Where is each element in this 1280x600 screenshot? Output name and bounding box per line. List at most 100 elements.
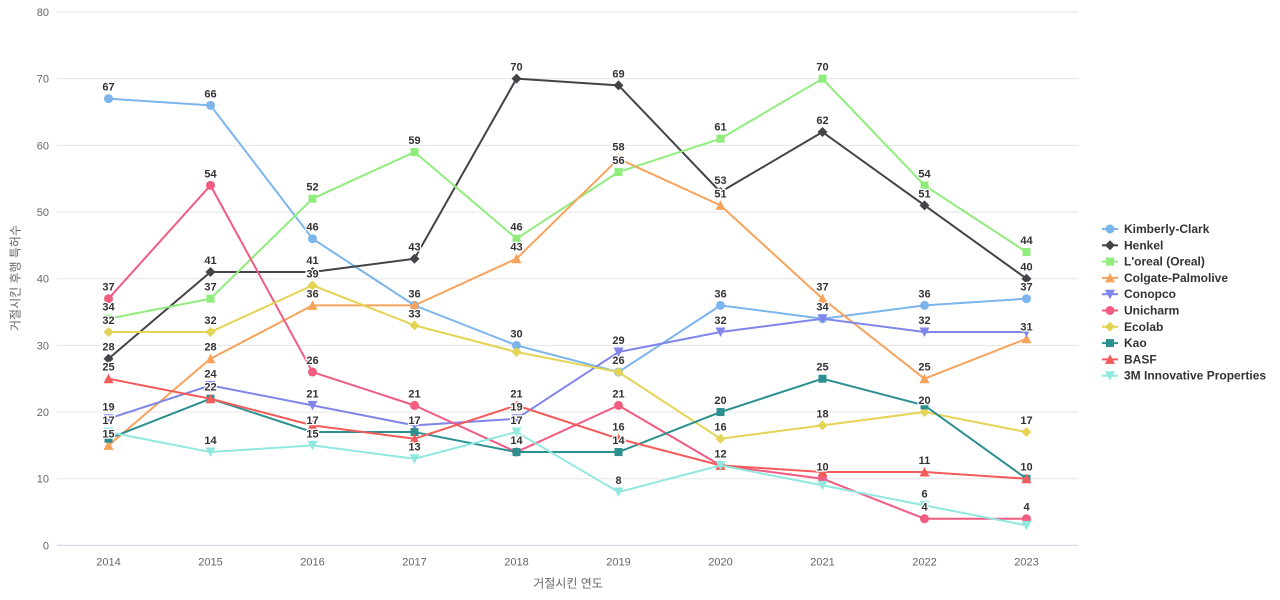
legend-item-kao[interactable]: Kao [1102,336,1147,350]
data-point-kimberly-clark-2016[interactable] [308,234,317,244]
data-point-l-oreal-oreal-2019[interactable] [614,168,623,177]
legend-item-kimberly-clark[interactable]: Kimberly-Clark [1102,222,1210,236]
data-point-conopco-2021[interactable] [817,314,828,324]
legend-item-3m-innovative-properties[interactable]: 3M Innovative Properties [1102,369,1266,383]
data-point-conopco-2023[interactable] [1021,327,1032,338]
data-point-unicharm-2015[interactable] [206,180,215,190]
data-point-unicharm-2019[interactable] [614,400,623,410]
data-point-3m-innovative-properties-2016[interactable] [307,440,318,451]
data-point-ecolab-2017[interactable] [409,320,420,331]
data-point-l-oreal-oreal-2017[interactable] [410,148,419,157]
data-point-colgate-palmolive-2017[interactable] [409,300,420,310]
data-point-henkel-2018[interactable] [511,73,522,84]
data-point-colgate-palmolive-2020[interactable] [715,200,726,210]
data-point-kimberly-clark-2018[interactable] [512,340,521,350]
data-point-colgate-palmolive-2015[interactable] [205,353,216,364]
data-point-basf-2016[interactable] [307,420,318,430]
data-point-henkel-2021[interactable] [817,127,828,138]
data-point-basf-2021[interactable] [817,467,828,477]
data-point-unicharm-2017[interactable] [410,400,419,410]
data-point-conopco-2020[interactable] [715,327,726,338]
data-point-l-oreal-oreal-2021[interactable] [818,74,827,83]
data-point-kao-2017[interactable] [410,428,419,437]
data-point-kimberly-clark-2020[interactable] [716,300,725,310]
data-point-henkel-2017[interactable] [409,253,420,264]
data-point-colgate-palmolive-2018[interactable] [511,253,522,264]
data-point-kimberly-clark-2022[interactable] [920,300,929,310]
data-point-basf-2023[interactable] [1021,473,1032,484]
data-point-3m-innovative-properties-2022[interactable] [919,500,930,511]
data-point-colgate-palmolive-2016[interactable] [307,300,318,310]
data-point-conopco-2015[interactable] [205,380,216,391]
data-point-basf-2017[interactable] [409,433,420,444]
data-point-kao-2019[interactable] [614,448,623,457]
data-point-unicharm-2014[interactable] [104,294,113,304]
data-point-ecolab-2016[interactable] [307,280,318,291]
data-point-3m-innovative-properties-2019[interactable] [613,487,624,498]
data-point-basf-2019[interactable] [613,433,624,444]
data-point-l-oreal-oreal-2016[interactable] [308,194,317,203]
data-point-ecolab-2023[interactable] [1021,427,1032,438]
data-point-ecolab-2020[interactable] [715,433,726,444]
data-point-henkel-2020[interactable] [715,187,726,198]
legend-item-henkel[interactable]: Henkel [1102,238,1163,252]
data-point-kao-2020[interactable] [716,408,725,417]
data-point-3m-innovative-properties-2023[interactable] [1021,520,1032,531]
data-point-henkel-2016[interactable] [307,267,318,278]
data-point-l-oreal-oreal-2015[interactable] [206,294,215,303]
data-point-kimberly-clark-2023[interactable] [1022,294,1031,304]
data-point-ecolab-2015[interactable] [205,327,216,338]
data-point-kao-2016[interactable] [308,428,317,437]
data-point-kimberly-clark-2015[interactable] [206,100,215,110]
data-point-kao-2018[interactable] [512,448,521,457]
legend-item-unicharm[interactable]: Unicharm [1102,304,1179,318]
data-point-kimberly-clark-2014[interactable] [104,94,113,104]
data-point-l-oreal-oreal-2018[interactable] [512,234,521,243]
data-point-conopco-2014[interactable] [103,414,114,424]
data-point-henkel-2019[interactable] [613,80,624,91]
data-point-ecolab-2022[interactable] [919,407,930,418]
data-point-3m-innovative-properties-2020[interactable] [715,460,726,471]
data-point-3m-innovative-properties-2015[interactable] [205,447,216,458]
data-point-basf-2022[interactable] [919,467,930,477]
data-point-ecolab-2019[interactable] [613,367,624,378]
data-point-3m-innovative-properties-2017[interactable] [409,454,420,464]
data-point-unicharm-2016[interactable] [308,367,317,377]
data-point-l-oreal-oreal-2022[interactable] [920,181,929,190]
data-point-ecolab-2018[interactable] [511,347,522,358]
data-point-basf-2018[interactable] [511,400,522,410]
data-point-ecolab-2014[interactable] [103,327,114,338]
data-point-ecolab-2021[interactable] [817,420,828,431]
data-point-3m-innovative-properties-2018[interactable] [511,427,522,438]
legend-item-l-oreal-oreal[interactable]: L'oreal (Oreal) [1102,255,1205,269]
data-point-colgate-palmolive-2014[interactable] [103,440,114,450]
data-point-conopco-2019[interactable] [613,347,624,358]
data-point-conopco-2016[interactable] [307,400,318,411]
data-point-conopco-2018[interactable] [511,414,522,424]
data-point-basf-2014[interactable] [103,373,114,384]
legend-item-conopco[interactable]: Conopco [1102,287,1176,301]
data-point-l-oreal-oreal-2014[interactable] [104,314,113,323]
data-point-l-oreal-oreal-2023[interactable] [1022,248,1031,257]
data-point-conopco-2017[interactable] [409,420,420,431]
data-point-colgate-palmolive-2023[interactable] [1021,333,1032,344]
data-point-colgate-palmolive-2019[interactable] [613,153,624,164]
legend-item-colgate-palmolive[interactable]: Colgate-Palmolive [1102,271,1228,285]
data-point-3m-innovative-properties-2021[interactable] [817,480,828,491]
data-point-colgate-palmolive-2021[interactable] [817,293,828,304]
data-point-henkel-2015[interactable] [205,267,216,278]
legend-item-ecolab[interactable]: Ecolab [1102,320,1163,334]
legend-item-basf[interactable]: BASF [1102,352,1157,366]
data-point-henkel-2014[interactable] [103,353,114,364]
data-point-unicharm-2022[interactable] [920,514,929,524]
data-point-kao-2022[interactable] [920,401,929,410]
data-point-basf-2015[interactable] [205,393,216,404]
data-point-henkel-2023[interactable] [1021,273,1032,284]
data-point-henkel-2022[interactable] [919,200,930,211]
data-point-kao-2021[interactable] [818,374,827,383]
data-point-conopco-2022[interactable] [919,327,930,338]
data-point-kao-2014[interactable] [104,434,113,443]
data-point-colgate-palmolive-2022[interactable] [919,373,930,384]
data-point-l-oreal-oreal-2020[interactable] [716,134,725,143]
data-point-3m-innovative-properties-2014[interactable] [103,427,114,438]
